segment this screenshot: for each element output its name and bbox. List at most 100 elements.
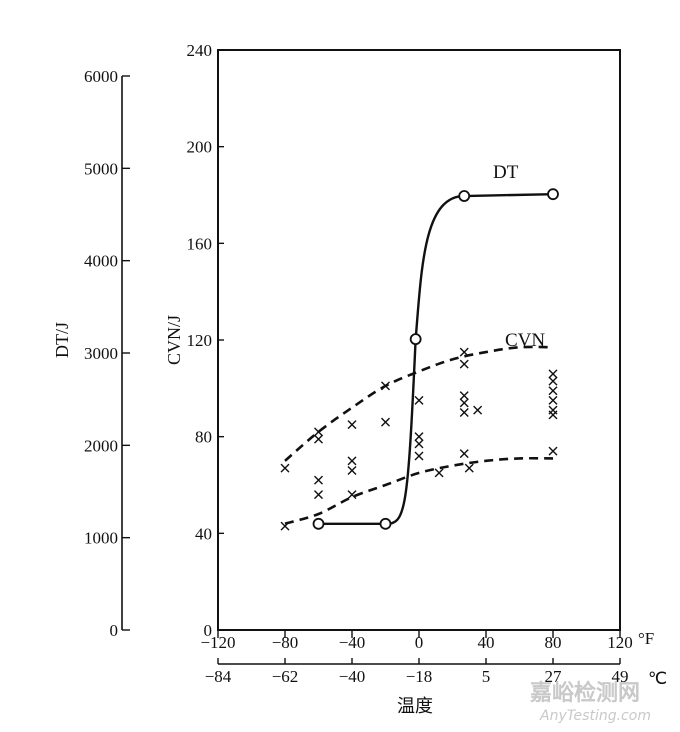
cvn-data-point — [548, 446, 558, 456]
cvn-data-point — [414, 432, 424, 442]
cvn-data-point — [548, 369, 558, 379]
cvn-marker-stroke — [280, 463, 290, 473]
y-right-tick-label: 80 — [195, 428, 212, 447]
y-left-tick-label: 2000 — [84, 436, 118, 455]
series-label-dt: DT — [493, 162, 519, 183]
cvn-marker-stroke — [459, 408, 469, 417]
cvn-marker-stroke — [414, 451, 424, 461]
y-left-tick-label: 0 — [110, 621, 119, 640]
cvn-marker-stroke — [434, 468, 444, 478]
cvn-data-point — [314, 427, 323, 437]
watermark-cn: 嘉峪检测网 — [530, 680, 640, 706]
cvn-marker-stroke — [314, 427, 323, 437]
cvn-data-point — [459, 408, 469, 417]
cvn-data-point — [548, 376, 558, 386]
cvn-marker-stroke — [414, 439, 424, 449]
cvn-data-point — [314, 434, 323, 444]
cvn-marker-stroke — [381, 381, 390, 391]
x-tick-f-label: −80 — [272, 633, 299, 652]
dt-data-point — [379, 517, 392, 530]
cvn-data-point — [548, 395, 558, 405]
cvn-data-point — [548, 386, 558, 396]
cvn-data-point — [459, 449, 469, 459]
cvn-data-point — [414, 451, 424, 461]
y-left-tick-label: 4000 — [84, 252, 118, 271]
cvn-marker-stroke — [459, 391, 469, 401]
cvn-marker-stroke — [473, 405, 483, 415]
cvn-data-point — [314, 490, 323, 500]
y-right-tick-label: 40 — [195, 524, 212, 543]
cvn-marker-stroke — [314, 490, 323, 500]
cvn-marker-stroke — [459, 347, 469, 357]
x-tick-c-label: −84 — [205, 667, 232, 686]
dt-data-point — [409, 333, 422, 346]
cvn-data-point — [459, 359, 469, 369]
y-right-tick-label: 0 — [204, 621, 213, 640]
x-tick-f-label: 120 — [607, 633, 633, 652]
cvn-data-point — [473, 405, 483, 415]
x-tick-c-label: −62 — [272, 667, 299, 686]
cvn-data-point — [347, 490, 357, 500]
x-tick-c-label: 27 — [545, 667, 563, 686]
y-right-tick-label: 120 — [187, 331, 213, 350]
dt-data-point — [458, 190, 471, 202]
y-right-tick-label: 160 — [187, 234, 213, 253]
y-right-tick-label: 200 — [187, 138, 213, 157]
cvn-marker-stroke — [548, 410, 558, 420]
cvn-data-point — [464, 463, 474, 473]
cvn-data-point — [459, 398, 469, 408]
cvn-marker-stroke — [347, 456, 357, 466]
y-left-tick-label: 3000 — [84, 344, 118, 363]
cvn-marker-stroke — [414, 432, 424, 442]
cvn-data-point — [314, 475, 323, 485]
cvn-data-point — [381, 381, 390, 391]
x-tick-f-label: 0 — [415, 633, 424, 652]
x-tick-c-label: −18 — [406, 667, 433, 686]
cvn-marker-stroke — [548, 369, 558, 379]
cvn-upper-bound-line — [284, 345, 554, 462]
cvn-marker-stroke — [347, 420, 357, 430]
cvn-series — [280, 345, 558, 531]
cvn-marker-stroke — [347, 466, 357, 475]
cvn-marker-stroke — [548, 386, 558, 396]
cvn-marker-stroke — [314, 475, 323, 485]
cvn-data-point — [347, 420, 357, 430]
watermark-en: AnyTesting.com — [539, 708, 651, 724]
cvn-data-point — [414, 439, 424, 449]
y-left-tick-label: 6000 — [84, 67, 118, 86]
cvn-marker-stroke — [548, 376, 558, 386]
dt-curve — [318, 192, 554, 526]
cvn-data-point — [347, 466, 357, 475]
cvn-marker-stroke — [347, 490, 357, 500]
cvn-data-point — [280, 521, 290, 531]
x-unit-c: ℃ — [648, 669, 667, 688]
cvn-data-point — [280, 463, 290, 473]
dt-series — [312, 188, 559, 530]
cvn-marker-stroke — [381, 417, 390, 427]
x-unit-f: °F — [638, 629, 654, 648]
ticks-layer: −120 −80 −40 0 40 80 120 −84 −62 −40 −18 5 27 49 0 40 80… — [84, 41, 633, 686]
x-tick-f-label: −120 — [200, 633, 235, 652]
cvn-marker-stroke — [548, 395, 558, 405]
x-tick-c-label: −40 — [339, 667, 366, 686]
cvn-marker-stroke — [464, 463, 474, 473]
cvn-lower-bound-line — [284, 456, 554, 525]
y-left-tick-label: 5000 — [84, 159, 118, 178]
x-axis-title: 温度 — [397, 696, 433, 716]
cvn-data-point — [381, 417, 390, 427]
y-left-axis-title: DT/J — [52, 322, 72, 358]
series-label-cvn: CVN — [505, 330, 545, 351]
x-tick-c-label: 5 — [482, 667, 491, 686]
dt-data-point — [547, 188, 559, 201]
cvn-data-point — [347, 456, 357, 466]
cvn-marker-stroke — [314, 434, 323, 444]
y-right-tick-label: 240 — [187, 41, 213, 60]
cvn-data-point — [548, 410, 558, 420]
cvn-marker-stroke — [459, 449, 469, 459]
cvn-data-point — [414, 395, 424, 405]
y-right-axis-title: CVN/J — [164, 315, 184, 365]
cvn-marker-stroke — [459, 398, 469, 408]
x-tick-f-label: 80 — [545, 633, 562, 652]
cvn-marker-stroke — [459, 359, 469, 369]
